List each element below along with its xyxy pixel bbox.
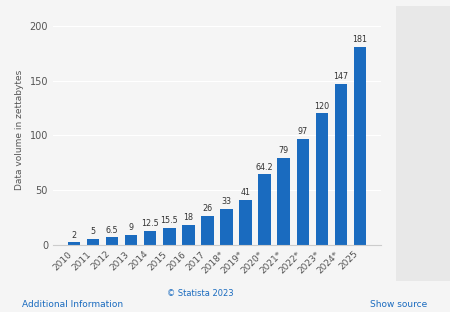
Text: 97: 97 <box>297 127 308 136</box>
Text: 181: 181 <box>352 35 367 44</box>
Bar <box>68 242 80 245</box>
Bar <box>258 174 271 245</box>
Text: 41: 41 <box>241 188 251 197</box>
Bar <box>354 47 366 245</box>
Bar <box>87 239 99 245</box>
Text: Show source: Show source <box>370 300 427 309</box>
Bar <box>125 235 137 245</box>
Text: 12.5: 12.5 <box>141 219 159 228</box>
Text: Additional Information: Additional Information <box>22 300 124 309</box>
Bar <box>182 225 194 245</box>
Bar <box>239 200 252 245</box>
Bar <box>297 139 309 245</box>
Bar <box>335 84 347 245</box>
Text: 33: 33 <box>221 197 231 206</box>
Text: 2: 2 <box>72 231 76 240</box>
Y-axis label: Data volume in zettabytes: Data volume in zettabytes <box>15 70 24 190</box>
Text: 15.5: 15.5 <box>161 216 178 225</box>
Text: 6.5: 6.5 <box>106 226 118 235</box>
Text: © Statista 2023: © Statista 2023 <box>167 289 234 298</box>
Text: 64.2: 64.2 <box>256 163 274 172</box>
Text: 5: 5 <box>90 227 96 236</box>
Text: 26: 26 <box>202 204 212 213</box>
Bar <box>106 237 118 245</box>
Bar <box>278 158 290 245</box>
Text: 147: 147 <box>333 72 348 81</box>
Text: 79: 79 <box>279 146 289 155</box>
Bar <box>163 228 176 245</box>
Bar <box>315 113 328 245</box>
Bar <box>220 208 233 245</box>
Bar <box>144 231 157 245</box>
Text: 120: 120 <box>314 102 329 111</box>
Text: 9: 9 <box>129 223 134 232</box>
Text: 18: 18 <box>183 213 194 222</box>
Bar <box>201 216 214 245</box>
